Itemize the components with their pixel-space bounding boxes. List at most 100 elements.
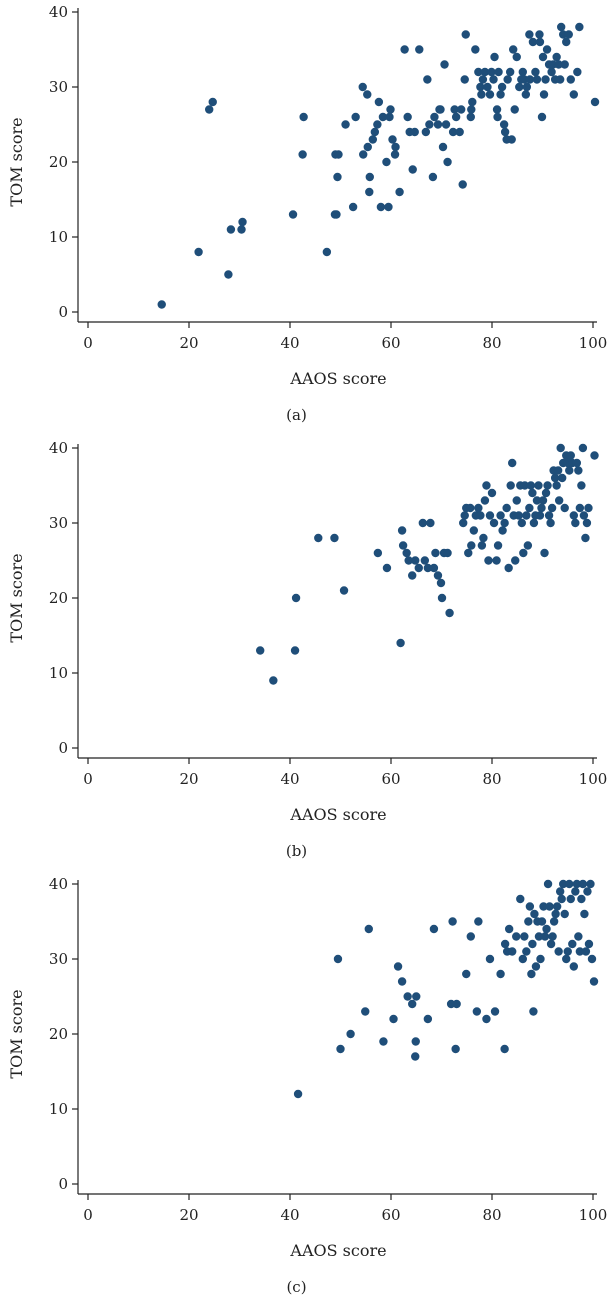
data-point-c: [577, 894, 586, 904]
data-point-b: [547, 503, 557, 513]
data-point-c: [411, 1037, 420, 1046]
data-point-a: [456, 105, 466, 114]
data-point-c: [566, 894, 575, 904]
data-point-c: [584, 939, 594, 949]
data-point-a: [384, 202, 393, 212]
data-point-c: [472, 1007, 482, 1016]
data-point-a: [477, 90, 486, 99]
data-point-a: [386, 105, 395, 114]
data-point-b: [498, 526, 507, 535]
data-point-a: [505, 67, 515, 77]
data-point-b: [291, 593, 301, 603]
x-tick-label-c-0: 0: [83, 1206, 93, 1224]
data-point-a: [421, 127, 431, 137]
data-point-a: [428, 172, 438, 182]
data-point-a: [443, 157, 452, 167]
data-point-b: [572, 458, 582, 468]
data-point-b: [290, 646, 300, 655]
y-tick-label-b-40: 40: [49, 439, 68, 457]
data-point-c: [565, 879, 574, 889]
x-tick-label-a-100: 100: [579, 334, 608, 352]
data-point-b: [480, 496, 490, 505]
data-point-b: [554, 496, 564, 505]
y-tick-label-a-30: 30: [49, 78, 68, 96]
data-point-b: [577, 481, 586, 490]
data-point-c: [411, 1052, 420, 1061]
data-point-c: [466, 932, 475, 941]
data-point-c: [574, 932, 583, 941]
data-point-b: [433, 571, 443, 580]
data-point-a: [358, 82, 367, 92]
data-point-b: [414, 563, 423, 573]
data-point-a: [208, 97, 217, 107]
data-point-a: [333, 172, 342, 182]
data-point-a: [474, 67, 483, 77]
data-point-a: [382, 157, 391, 167]
data-point-b: [382, 563, 392, 573]
data-point-b: [590, 451, 599, 460]
data-point-b: [459, 518, 468, 528]
data-point-a: [483, 82, 492, 92]
data-point-c: [545, 902, 554, 911]
data-point-c: [530, 909, 539, 919]
data-point-a: [541, 75, 550, 84]
data-point-b: [477, 541, 487, 550]
data-point-c: [397, 977, 407, 986]
data-point-a: [388, 135, 397, 144]
data-point-b: [339, 586, 349, 595]
data-point-c: [543, 879, 553, 889]
data-point-b: [373, 548, 383, 558]
panel-label-a: (a): [286, 406, 307, 424]
data-point-a: [535, 30, 544, 39]
data-point-b: [529, 518, 539, 528]
x-tick-label-b-60: 60: [381, 770, 400, 788]
data-point-b: [504, 563, 513, 573]
data-point-a: [538, 52, 548, 62]
data-point-c: [548, 932, 557, 941]
data-point-a: [400, 45, 409, 54]
data-point-a: [507, 135, 516, 144]
x-tick-label-b-40: 40: [280, 770, 299, 788]
data-point-a: [500, 127, 510, 137]
data-point-a: [537, 112, 547, 122]
data-point-a: [448, 127, 458, 137]
data-point-b: [553, 466, 563, 475]
data-point-b: [492, 556, 501, 565]
data-point-c: [429, 924, 439, 934]
chart-panel-c: 0 10 20 30 40 0 20 40 60 80 100 AAOS score TOM score…: [0, 872, 608, 1308]
data-point-c: [529, 1007, 538, 1016]
data-point-a: [539, 90, 549, 99]
data-point-b: [493, 541, 503, 550]
data-point-c: [508, 947, 517, 956]
data-point-b: [552, 481, 561, 490]
data-point-c: [562, 954, 571, 964]
data-point-b: [402, 548, 411, 558]
data-point-b: [537, 503, 546, 513]
data-point-c: [423, 1014, 433, 1024]
data-point-c: [557, 894, 566, 904]
data-point-b: [514, 511, 523, 520]
data-point-a: [478, 75, 488, 84]
data-point-c: [568, 939, 577, 949]
data-point-a: [368, 135, 378, 144]
data-point-b: [540, 548, 549, 558]
data-point-b: [485, 511, 495, 520]
data-point-b: [508, 458, 517, 468]
data-point-c: [524, 917, 533, 926]
data-point-b: [512, 496, 521, 505]
x-tick-label-c-60: 60: [381, 1206, 400, 1224]
data-point-b: [578, 443, 588, 453]
data-point-a: [458, 180, 467, 189]
data-point-a: [480, 67, 490, 77]
data-point-b: [398, 541, 408, 550]
data-point-a: [348, 202, 358, 212]
data-point-c: [549, 917, 559, 926]
data-point-c: [572, 879, 582, 889]
data-point-a: [518, 67, 528, 77]
data-point-b: [541, 488, 551, 498]
data-point-a: [532, 75, 542, 84]
data-point-c: [520, 932, 529, 941]
data-point-a: [226, 225, 236, 234]
data-point-a: [237, 225, 246, 234]
x-tick-label-a-0: 0: [83, 334, 93, 352]
